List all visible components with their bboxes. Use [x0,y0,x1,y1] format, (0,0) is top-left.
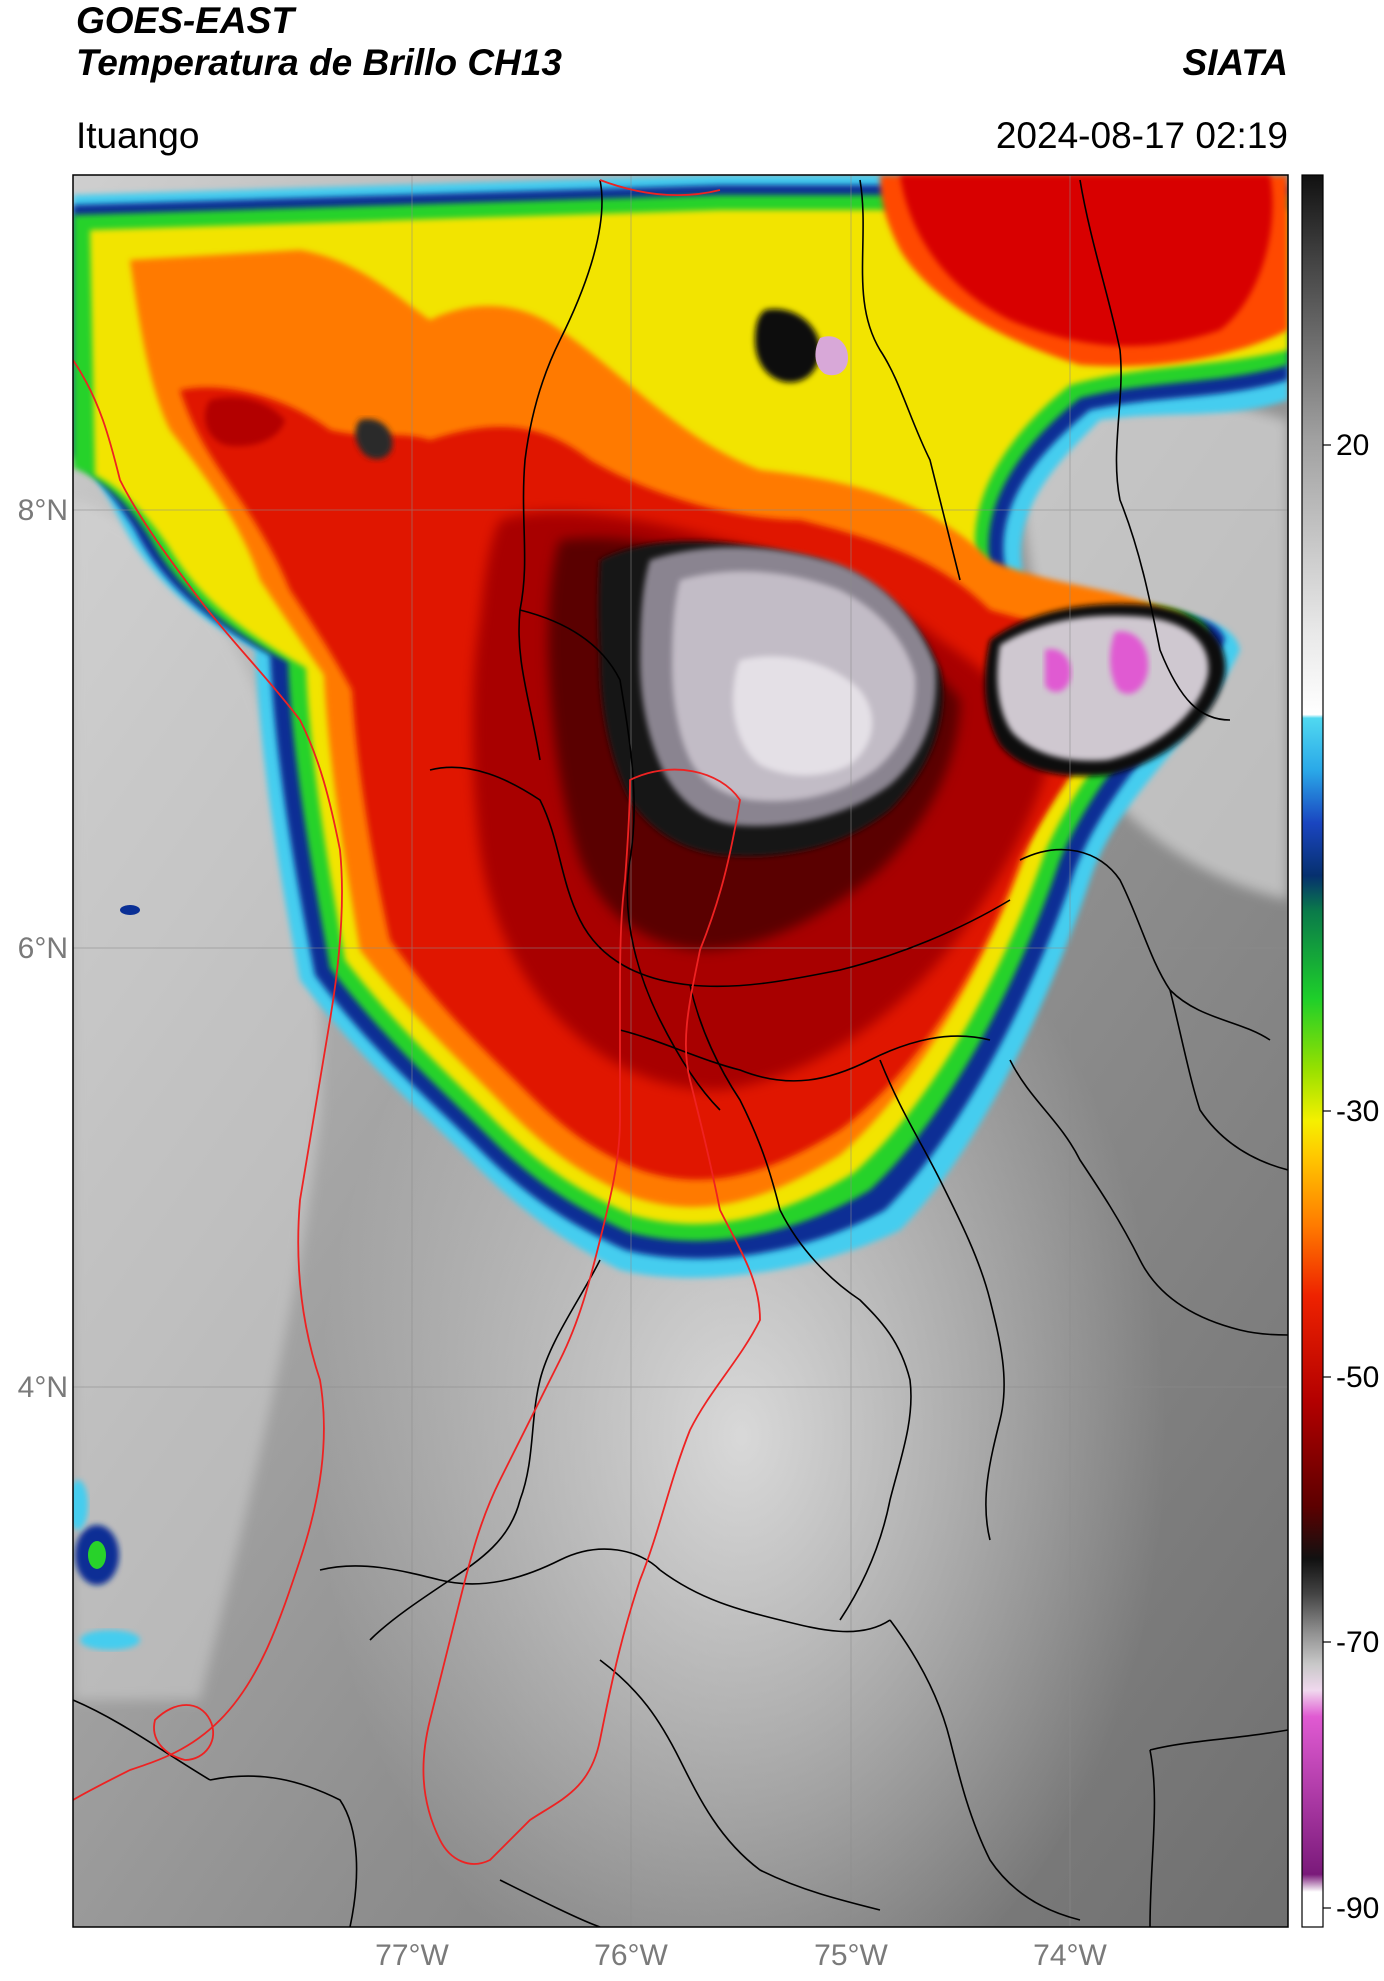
organization-label: SIATA [1182,42,1288,83]
convective-cloud-system [73,175,1288,1650]
map-title: GOES-EAST [76,0,294,41]
lon-label-74w: 74°W [1033,1939,1107,1972]
lat-label-4n: 4°N [18,1371,68,1404]
colorbar: 20 -30 -50 -70 -90 [1301,174,1379,1928]
colorbar-gradient [1301,174,1324,1928]
lon-label-76w: 76°W [594,1939,668,1972]
lat-label-6n: 6°N [18,932,68,965]
colorbar-tick-minus70: -70 [1336,1626,1379,1659]
colorbar-tick-minus30: -30 [1336,1095,1379,1128]
colorbar-tick-minus50: -50 [1336,1361,1379,1394]
graticule [73,175,1288,1927]
lon-label-75w: 75°W [814,1939,888,1972]
colorbar-tick-minus90: -90 [1336,1892,1379,1925]
red-boundaries [73,179,761,1865]
lon-label-77w: 77°W [375,1939,449,1972]
lat-label-8n: 8°N [18,494,68,527]
map-panel [73,175,1288,1927]
timestamp-label: 2024-08-17 02:19 [995,115,1288,156]
map-subtitle: Temperatura de Brillo CH13 [76,42,562,83]
map-frame [72,174,1289,1928]
admin-boundaries [73,179,1288,1927]
region-label: Ituango [76,115,200,156]
colorbar-tick-20: 20 [1336,429,1369,462]
